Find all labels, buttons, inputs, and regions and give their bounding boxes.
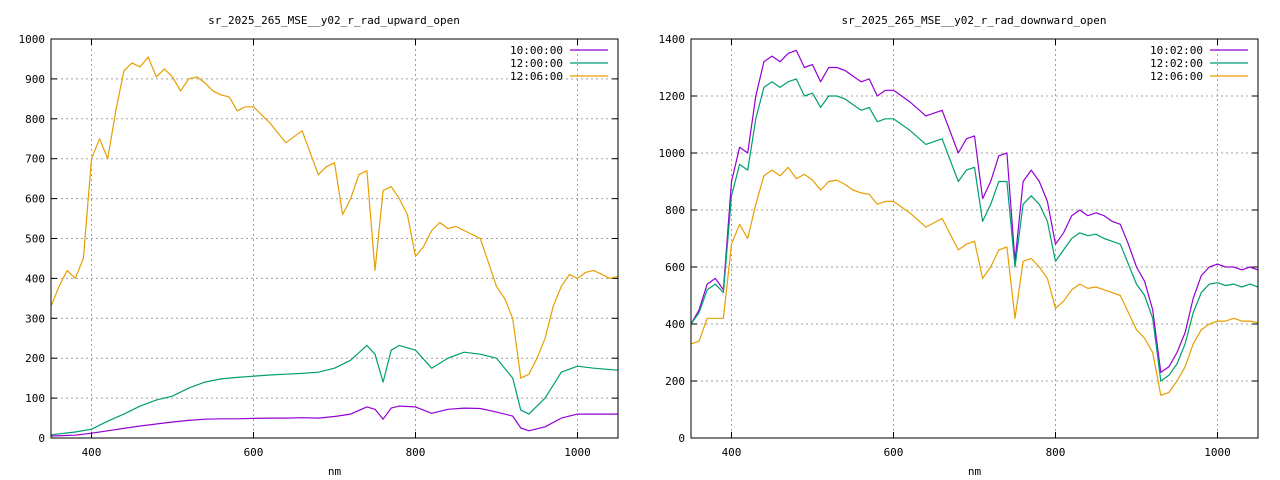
legend-label: 12:00:00 [510, 57, 563, 70]
series-line-10:02:00 [690, 49, 1259, 373]
series-line-12:00:00 [50, 344, 619, 436]
series-line-12:06:00 [50, 56, 619, 379]
y-tick-label: 600 [25, 193, 45, 206]
x-tick-label: 1000 [564, 446, 591, 459]
y-tick-label: 300 [25, 312, 45, 325]
y-tick-label: 0 [678, 432, 685, 445]
y-tick-label: 0 [38, 432, 45, 445]
chart-1: sr_2025_265_MSE__y02_r_rad_downward_open… [659, 14, 1259, 478]
chart-0: sr_2025_265_MSE__y02_r_rad_upward_open 0 1… [19, 14, 619, 478]
y-tick-label: 100 [25, 392, 45, 405]
y-tick-label: 700 [25, 153, 45, 166]
series-line-12:06:00 [690, 166, 1259, 396]
y-tick-label: 800 [665, 204, 685, 217]
legend-label: 12:06:00 [510, 70, 563, 83]
legend-label: 12:06:00 [1150, 70, 1203, 83]
y-tick-label: 400 [665, 318, 685, 331]
x-tick-label: 400 [82, 446, 102, 459]
plot-frame [50, 38, 619, 439]
legend-label: 10:00:00 [510, 44, 563, 57]
y-tick-label: 500 [25, 233, 45, 246]
y-tick-label: 400 [25, 272, 45, 285]
series-line-12:02:00 [690, 78, 1259, 382]
y-tick-label: 800 [25, 113, 45, 126]
chart-title: sr_2025_265_MSE__y02_r_rad_downward_open [842, 14, 1107, 27]
legend-label: 12:02:00 [1150, 57, 1203, 70]
y-tick-label: 1400 [659, 33, 686, 46]
y-tick-label: 600 [665, 261, 685, 274]
chart-title: sr_2025_265_MSE__y02_r_rad_upward_open [208, 14, 460, 27]
y-tick-label: 1000 [19, 33, 46, 46]
y-tick-label: 900 [25, 73, 45, 86]
x-tick-label: 600 [244, 446, 264, 459]
x-tick-label: 800 [1046, 446, 1066, 459]
y-tick-label: 200 [25, 352, 45, 365]
y-tick-label: 1200 [659, 90, 686, 103]
x-tick-label: 800 [406, 446, 426, 459]
x-tick-label: 1000 [1204, 446, 1231, 459]
x-tick-label: 600 [884, 446, 904, 459]
x-axis-label: nm [968, 465, 982, 478]
x-tick-label: 400 [722, 446, 742, 459]
y-tick-label: 1000 [659, 147, 686, 160]
x-axis-label: nm [328, 465, 342, 478]
y-tick-label: 200 [665, 375, 685, 388]
legend-label: 10:02:00 [1150, 44, 1203, 57]
series-line-10:00:00 [50, 405, 618, 437]
plot-frame [690, 38, 1259, 439]
